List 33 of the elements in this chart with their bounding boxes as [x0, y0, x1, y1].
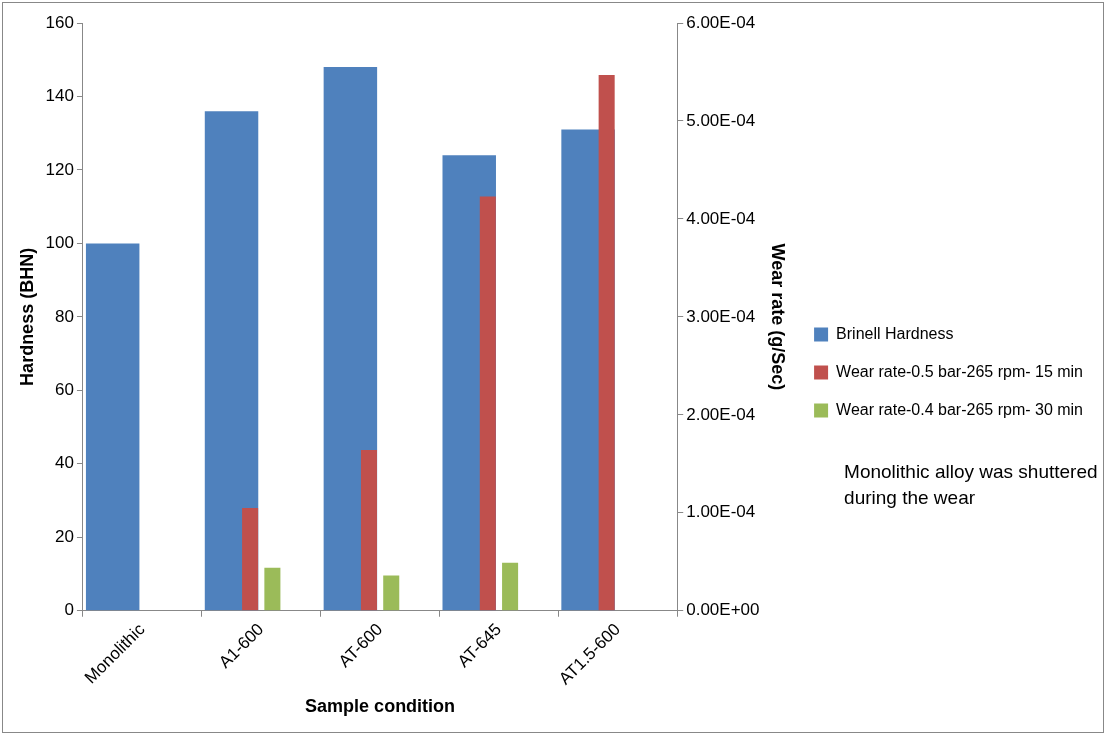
bar	[242, 507, 259, 611]
y2-tick-label: 5.00E-04	[686, 110, 756, 130]
bar	[360, 450, 377, 611]
y2-tick-label: 3.00E-04	[686, 306, 756, 326]
x-axis-title: Sample condition	[305, 696, 456, 717]
y-tick-label: 40	[55, 453, 74, 473]
y-tick-label: 160	[45, 12, 74, 32]
y-tick-label: 20	[55, 526, 74, 546]
y2-tick-label: 6.00E-04	[686, 12, 756, 32]
legend-label: Wear rate-0.5 bar-265 rpm- 15 min	[836, 362, 1084, 380]
y-axis-title: Hardness (BHN)	[16, 247, 37, 386]
legend-label: Wear rate-0.4 bar-265 rpm- 30 min	[836, 400, 1084, 418]
y2-tick-label: 0.00E+00	[686, 600, 760, 620]
bar	[502, 562, 519, 611]
y-tick-label: 80	[55, 306, 74, 326]
y-tick-label: 120	[45, 159, 74, 179]
bar	[479, 196, 496, 611]
bar	[598, 74, 615, 611]
y-tick-label: 140	[45, 86, 74, 106]
y2-tick-label: 2.00E-04	[686, 404, 756, 424]
y-tick-label: 60	[55, 380, 74, 400]
legend-label: Brinell Hardness	[836, 324, 954, 342]
y2-tick-label: 1.00E-04	[686, 502, 756, 522]
text: Monolithic alloy was shuttered during the wear	[844, 459, 1099, 510]
bar	[383, 575, 400, 611]
bar	[85, 243, 140, 611]
y2-axis-title: Wear rate (g/Sec)	[768, 243, 789, 391]
bar	[264, 567, 281, 611]
y-tick-label: 100	[45, 233, 74, 253]
bar	[323, 67, 378, 611]
y2-tick-label: 4.00E-04	[686, 208, 756, 228]
y-tick-label: 0	[64, 600, 74, 620]
bar	[204, 111, 259, 611]
